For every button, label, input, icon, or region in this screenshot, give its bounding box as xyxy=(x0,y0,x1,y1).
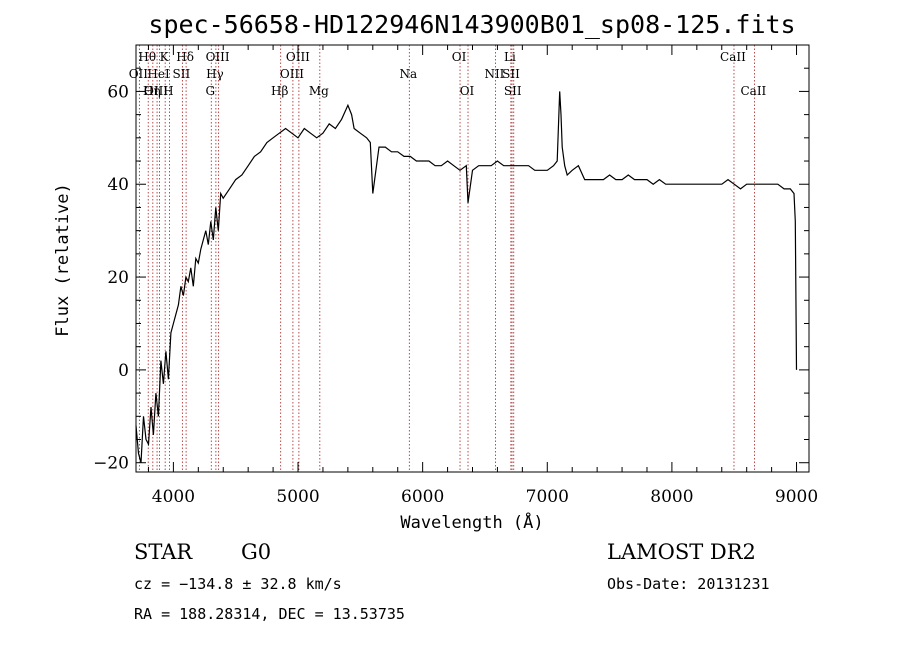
obs-date: Obs-Date: 20131231 xyxy=(607,575,770,593)
spectral-line-label: H xyxy=(163,84,173,98)
x-tick-label: 8000 xyxy=(650,487,693,507)
x-tick-label: 5000 xyxy=(276,487,319,507)
y-axis-ticks: −20 0 20 40 60 xyxy=(93,44,809,474)
spectral-line-label: OIII xyxy=(206,50,230,64)
x-axis-title: Wavelength (Å) xyxy=(400,511,543,533)
spectral-line-label: CaII xyxy=(720,50,746,64)
spectral-line-label: CaII xyxy=(740,84,766,98)
x-tick-label: 7000 xyxy=(526,487,569,507)
y-tick-label: 40 xyxy=(107,175,129,195)
object-subclass: G0 xyxy=(241,540,271,564)
spectral-line-label: SII xyxy=(173,67,191,81)
object-type: STAR xyxy=(134,540,193,564)
chart-title: spec-56658-HD122946N143900B01_sp08-125.f… xyxy=(148,10,795,39)
y-tick-label: 60 xyxy=(107,82,129,102)
spectral-line-label: OIII xyxy=(280,67,304,81)
y-tick-label: 0 xyxy=(118,361,129,381)
spectral-line-label: SII xyxy=(504,84,522,98)
spectral-line-label: OIII xyxy=(144,84,168,98)
survey-name: LAMOST DR2 xyxy=(607,540,756,564)
spectral-line-label: NII xyxy=(484,67,504,81)
plot-frame xyxy=(135,44,810,473)
x-axis-ticks: 4000 5000 6000 7000 8000 9000 xyxy=(147,45,818,507)
redshift-readout: cz = −134.8 ± 32.8 km/s xyxy=(134,575,342,593)
spectral-line-label: Mg xyxy=(309,84,329,98)
spectral-line-label: SII xyxy=(502,67,520,81)
spectral-line-label: HeI xyxy=(147,67,170,81)
spectral-line-label: Hη xyxy=(143,84,161,98)
spectral-line-label: G xyxy=(205,84,215,98)
spectral-line-label: OIII xyxy=(286,50,310,64)
spectral-line-label: OI xyxy=(452,50,467,64)
coordinates: RA = 188.28314, DEC = 13.53735 xyxy=(134,605,405,623)
spectral-line-label: Hθ xyxy=(138,50,156,64)
x-tick-label: 4000 xyxy=(152,487,195,507)
spectral-line-markers xyxy=(138,45,755,472)
y-tick-label: 20 xyxy=(107,268,129,288)
x-tick-label: 6000 xyxy=(401,487,444,507)
spectral-line-label: Hγ xyxy=(206,67,224,81)
spectral-line-label: Li xyxy=(504,50,516,64)
spectral-line-label: OI xyxy=(460,84,475,98)
x-tick-label: 9000 xyxy=(775,487,818,507)
spectral-line-label: K xyxy=(160,50,170,64)
y-axis-title: Flux (relative) xyxy=(53,183,73,337)
spectral-line-label: Hδ xyxy=(176,50,194,64)
spectral-line-label: Hβ xyxy=(271,84,288,98)
spectrum-series xyxy=(135,91,798,463)
y-tick-label: −20 xyxy=(93,454,129,474)
spectral-line-label: Na xyxy=(399,67,417,81)
spectral-line-label: OII xyxy=(129,67,149,81)
